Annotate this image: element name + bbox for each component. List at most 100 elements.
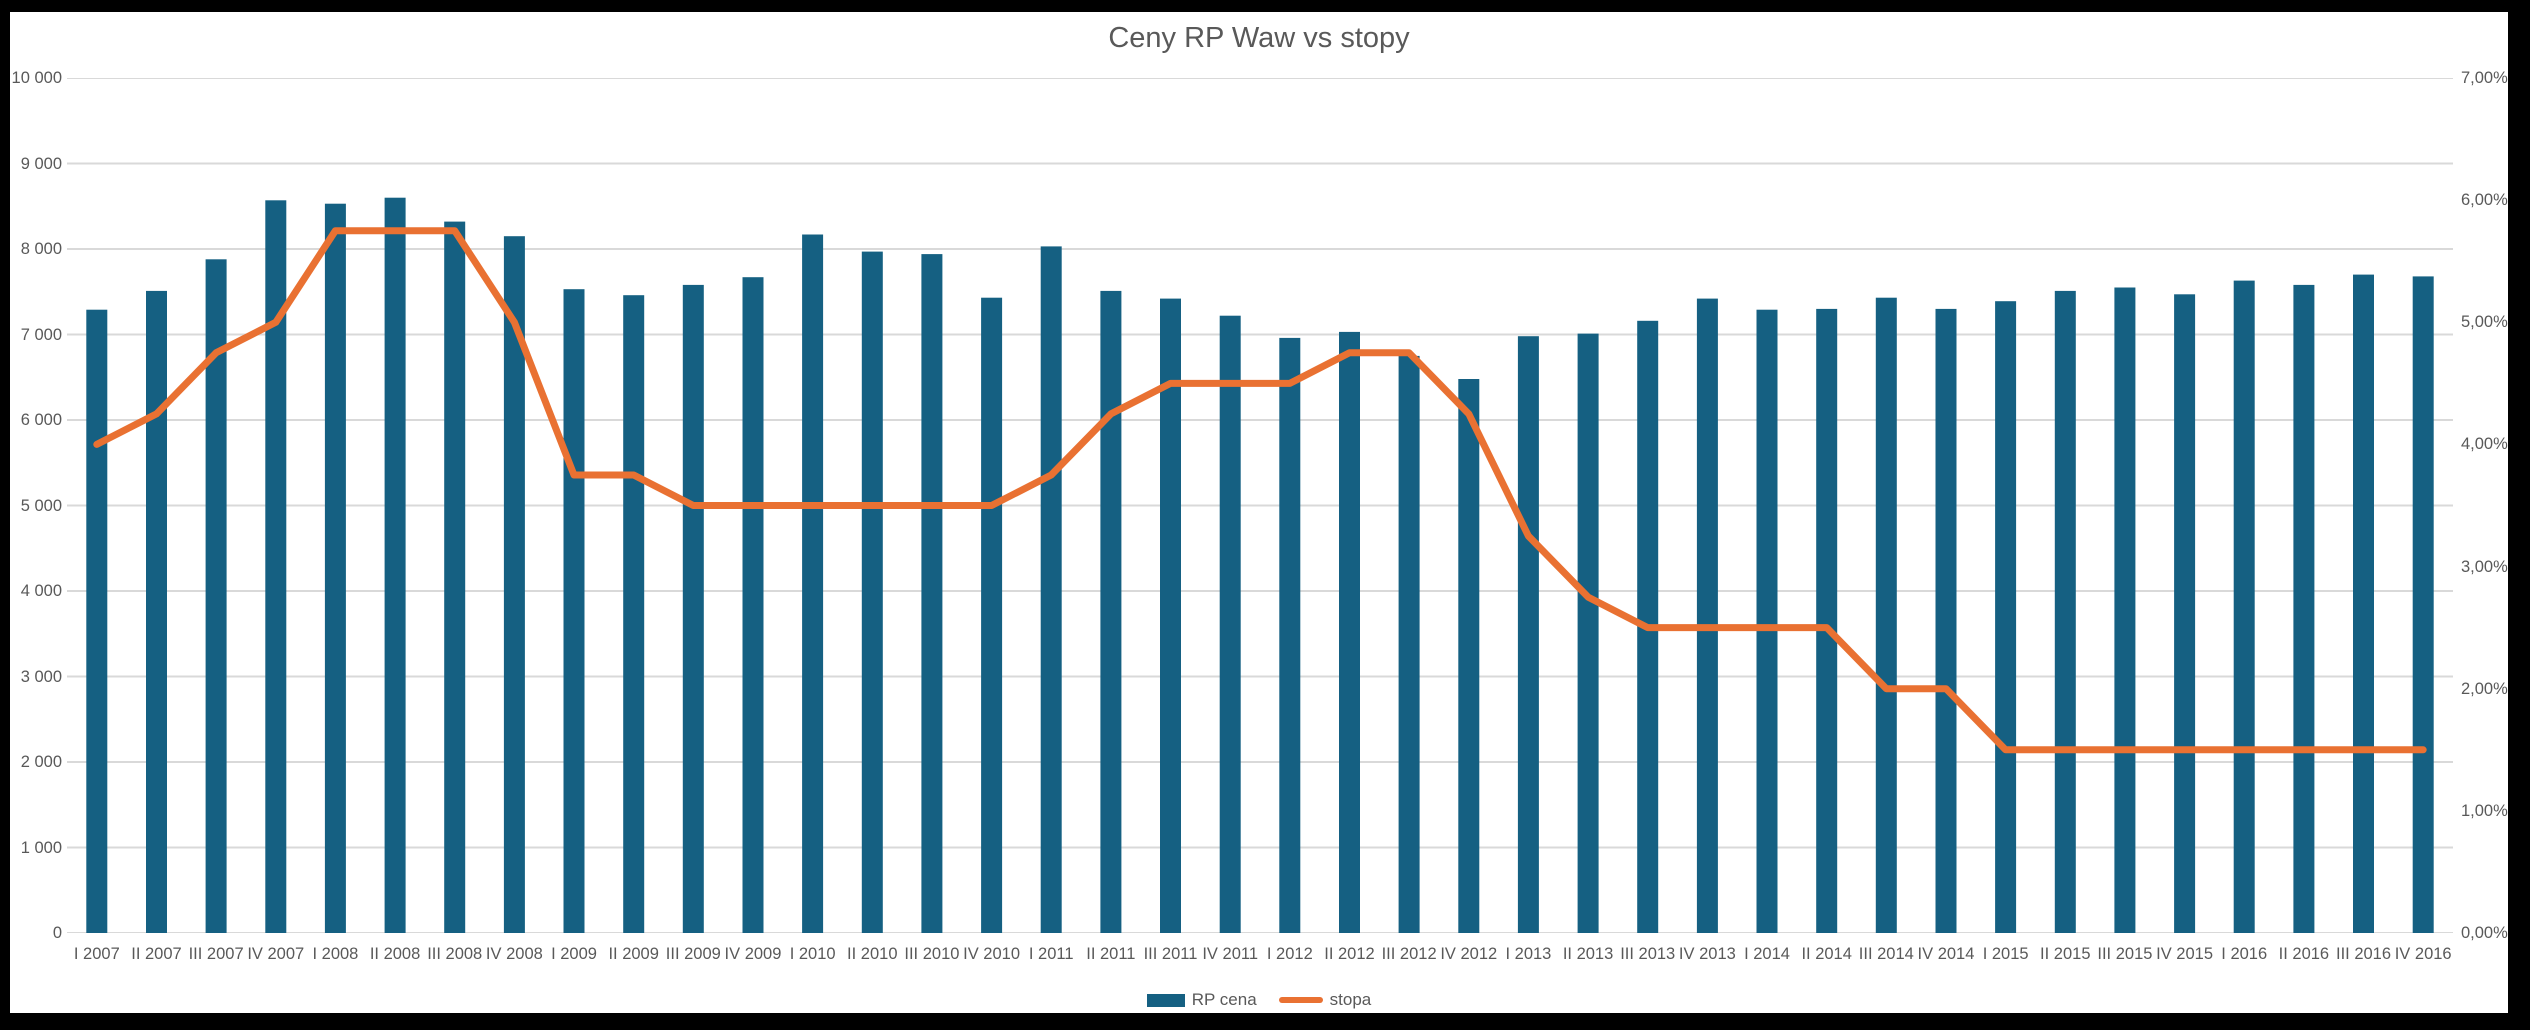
bar	[1577, 333, 1599, 933]
left-axis-tick: 1 000	[20, 838, 62, 857]
legend: RP cena stopa	[10, 990, 2508, 1010]
legend-label: stopa	[1329, 990, 1372, 1009]
x-axis-tick: I 2011	[1028, 945, 1074, 963]
right-axis-tick: 1,00%	[2461, 801, 2508, 820]
bar	[2054, 290, 2076, 933]
bar	[623, 295, 645, 933]
left-axis-tick: 4 000	[20, 582, 62, 600]
bar	[1100, 290, 1122, 933]
x-axis-tick: II 2008	[369, 945, 421, 963]
x-axis-tick: III 2007	[188, 945, 244, 963]
bar	[1339, 331, 1360, 933]
x-axis-tick: I 2008	[312, 945, 359, 963]
chart-title: Ceny RP Waw vs stopy	[1108, 22, 1410, 54]
x-axis-tick: I 2007	[73, 945, 120, 963]
left-axis-tick: 6 000	[20, 411, 62, 429]
x-axis-tick: III 2014	[1858, 945, 1914, 963]
x-axis-tick: II 2015	[2040, 945, 2091, 963]
x-axis-tick: II 2011	[1086, 945, 1136, 963]
x-axis-tick: IV 2011	[1202, 945, 1258, 963]
bar	[563, 289, 585, 933]
right-axis-tick: 2,00%	[2461, 679, 2508, 698]
x-axis-tick: III 2016	[2335, 945, 2392, 963]
bar	[1696, 298, 1718, 933]
right-axis-tick: 4,00%	[2461, 435, 2508, 454]
x-axis-tick: I 2016	[2221, 945, 2268, 963]
x-axis-tick: II 2013	[1562, 945, 1614, 963]
left-axis-tick: 5 000	[20, 496, 62, 515]
legend-item-stopa: stopa	[1278, 990, 1372, 1010]
x-axis-tick: II 2007	[131, 945, 182, 963]
x-axis-tick: III 2013	[1620, 945, 1676, 963]
bar	[682, 284, 704, 933]
bar	[1935, 308, 1957, 933]
bar	[2174, 294, 2196, 933]
bar	[742, 277, 764, 933]
bar	[1458, 379, 1480, 933]
left-axis-tick: 3 000	[20, 667, 62, 686]
x-axis-tick: I 2014	[1744, 945, 1790, 963]
x-axis-tick: IV 2014	[1917, 945, 1975, 963]
x-axis-tick: III 2011	[1143, 945, 1198, 963]
bar	[444, 221, 466, 933]
bar	[2412, 276, 2434, 933]
x-axis-tick: IV 2015	[2156, 945, 2213, 963]
x-axis-tick: II 2012	[1324, 945, 1375, 963]
left-axis-tick: 0	[52, 924, 62, 942]
x-axis-tick: IV 2016	[2394, 945, 2452, 963]
bar	[1398, 355, 1420, 933]
right-axis-tick: 3,00%	[2461, 557, 2508, 576]
bar	[802, 234, 824, 933]
bar	[1995, 301, 2017, 933]
bar	[146, 290, 167, 933]
bar	[2353, 274, 2374, 933]
bar	[1517, 336, 1539, 933]
x-axis-tick: III 2009	[665, 945, 721, 963]
line-series-swatch	[1278, 997, 1323, 1003]
bar	[1816, 308, 1838, 933]
left-axis-tick: 2 000	[20, 753, 62, 771]
x-axis-tick: IV 2012	[1440, 945, 1498, 963]
bar	[205, 259, 227, 933]
bar	[384, 197, 406, 933]
x-axis-tick: I 2010	[789, 945, 836, 963]
x-axis-tick: II 2010	[847, 945, 898, 963]
x-axis-tick: IV 2007	[247, 945, 305, 963]
x-axis-tick: II 2009	[608, 945, 659, 963]
bar	[86, 309, 108, 933]
x-axis-tick: II 2016	[2278, 945, 2330, 963]
right-axis-tick: 5,00%	[2461, 313, 2508, 332]
bar	[1279, 337, 1301, 933]
legend-label: RP cena	[1191, 990, 1257, 1009]
bar	[861, 251, 883, 933]
x-axis-tick: III 2012	[1381, 945, 1437, 963]
left-axis-tick: 9 000	[20, 154, 62, 173]
bar	[503, 236, 525, 933]
bar	[2114, 287, 2136, 933]
right-axis-tick: 7,00%	[2461, 69, 2508, 87]
bar	[2293, 284, 2315, 933]
x-axis-tick: I 2013	[1505, 945, 1552, 963]
x-axis-tick: IV 2013	[1678, 945, 1736, 963]
x-axis-tick: III 2008	[427, 945, 483, 963]
bar	[921, 254, 943, 933]
rate-line	[93, 227, 2427, 754]
bar	[2233, 280, 2255, 933]
left-axis-tick: 10 000	[11, 69, 62, 87]
right-axis-tick: 0,00%	[2461, 924, 2508, 942]
bar	[1160, 298, 1181, 933]
left-axis-tick: 7 000	[20, 325, 62, 344]
right-axis-tick: 6,00%	[2461, 191, 2508, 210]
bar	[1040, 246, 1062, 933]
left-axis-tick: 8 000	[20, 240, 62, 258]
plot-area	[67, 78, 2453, 933]
bar	[324, 203, 346, 933]
x-axis-tick: IV 2009	[724, 945, 782, 963]
x-axis-tick: IV 2008	[485, 945, 543, 963]
bar	[265, 200, 287, 933]
bar	[1756, 309, 1778, 933]
bar	[1875, 297, 1897, 933]
bar-series-swatch	[1146, 993, 1185, 1007]
x-axis-tick: IV 2010	[963, 945, 1020, 963]
